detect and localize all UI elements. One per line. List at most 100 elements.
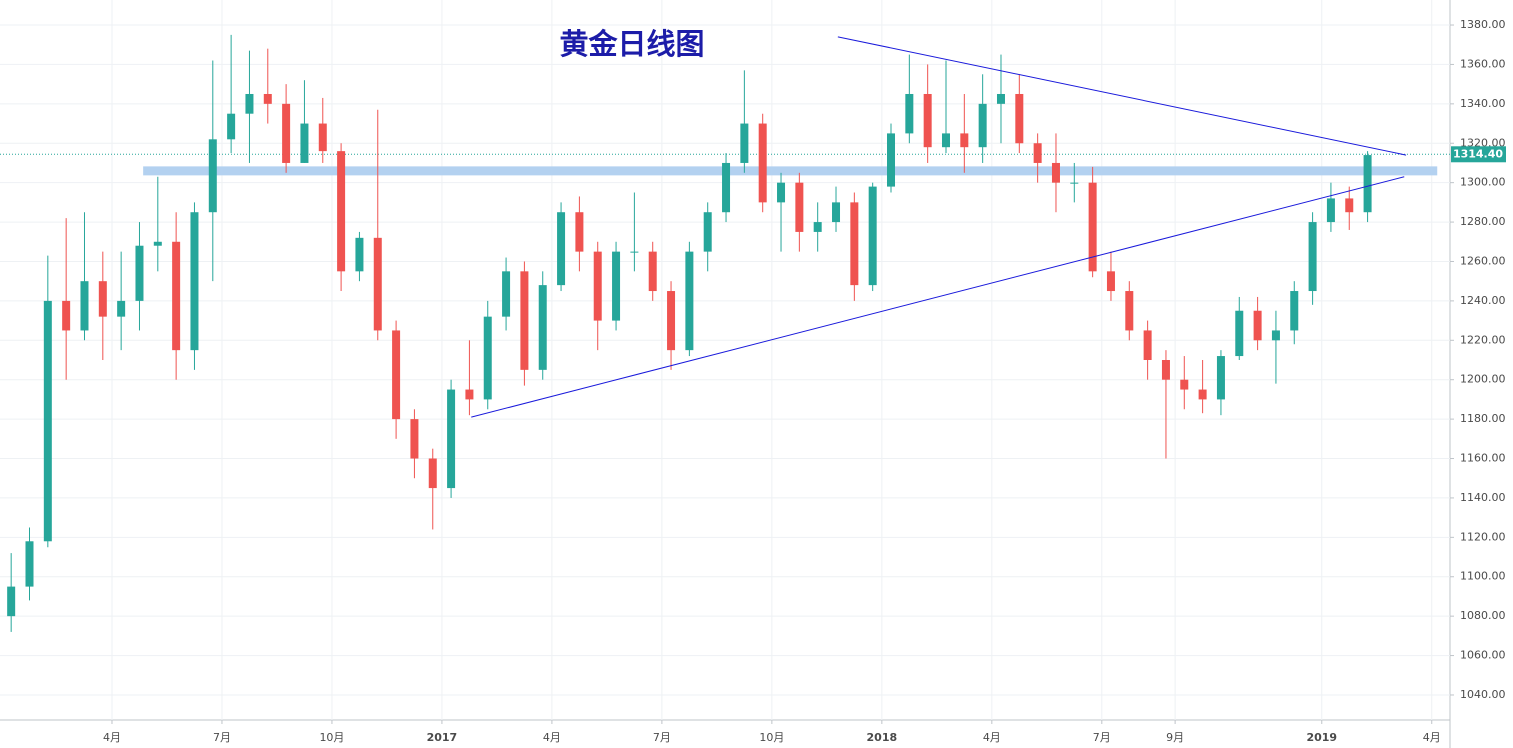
y-tick-label: 1040.00 (1460, 688, 1506, 701)
candle-body (117, 300, 126, 317)
candle-body (593, 251, 602, 321)
candle-body (1345, 198, 1354, 213)
candle-body (777, 182, 786, 203)
y-tick-label: 1060.00 (1460, 649, 1506, 662)
candle-body (190, 212, 199, 351)
candle-body (575, 212, 584, 252)
candle-body (1326, 198, 1335, 223)
candle-body (1290, 291, 1299, 331)
candle-body (557, 212, 566, 286)
candle-body (263, 93, 272, 104)
last-price-label: 1314.40 (1453, 147, 1503, 160)
candle-body (1271, 330, 1280, 341)
candle-body (1106, 271, 1115, 292)
candle-body (996, 93, 1005, 104)
y-tick-label: 1380.00 (1460, 18, 1506, 31)
last-price-box (1451, 146, 1506, 163)
candle-body (722, 162, 731, 213)
candle-body (245, 93, 254, 114)
candle-body (1363, 155, 1372, 213)
x-tick-label: 7月 (1093, 731, 1111, 744)
x-tick-label: 4月 (543, 731, 561, 744)
y-tick-label: 1080.00 (1460, 609, 1506, 622)
candle-body (758, 123, 767, 203)
y-tick-label: 1280.00 (1460, 215, 1506, 228)
y-tick-label: 1360.00 (1460, 57, 1506, 70)
candle-body (923, 93, 932, 148)
x-tick-label: 2019 (1306, 731, 1337, 744)
candle-body (887, 133, 896, 187)
candle-body (62, 300, 71, 331)
candle-body (502, 271, 511, 317)
y-tick-label: 1260.00 (1460, 254, 1506, 267)
trend-line (837, 36, 1407, 156)
x-tick-label: 7月 (653, 731, 671, 744)
candle-body (282, 103, 291, 163)
candle-body (813, 222, 822, 232)
candle-body (850, 202, 859, 286)
candle-body (978, 103, 987, 148)
y-tick-label: 1220.00 (1460, 333, 1506, 346)
candle-body (795, 182, 804, 232)
candle-body (410, 419, 419, 459)
candle-body (392, 330, 401, 420)
x-tick-label: 4月 (1423, 731, 1441, 744)
candle-body (538, 285, 547, 370)
x-tick-label: 10月 (759, 731, 784, 744)
candle-body (172, 241, 181, 351)
y-tick-label: 1140.00 (1460, 491, 1506, 504)
x-tick-label: 10月 (319, 731, 344, 744)
candle-body (135, 245, 144, 301)
candle-body (98, 281, 107, 317)
candle-body (1180, 379, 1189, 390)
candle-body (428, 458, 437, 489)
y-tick-label: 1180.00 (1460, 412, 1506, 425)
candle-body (355, 237, 364, 272)
candle-body (1051, 162, 1060, 183)
x-tick-label: 4月 (983, 731, 1001, 744)
candle-body (483, 316, 492, 400)
candle-body (685, 251, 694, 351)
candle-body (1088, 182, 1097, 272)
candle-body (960, 133, 969, 148)
x-tick-label: 2017 (427, 731, 458, 744)
y-tick-label: 1200.00 (1460, 373, 1506, 386)
candle-body (300, 123, 309, 163)
candle-body (7, 586, 16, 617)
candle-body (868, 186, 877, 286)
candle-body (318, 123, 327, 152)
candle-body (208, 139, 217, 213)
candle-body (43, 300, 52, 542)
y-tick-label: 1300.00 (1460, 176, 1506, 189)
candle-body (1143, 330, 1152, 360)
candle-body (153, 241, 162, 246)
y-tick-label: 1100.00 (1460, 570, 1506, 583)
y-tick-label: 1120.00 (1460, 530, 1506, 543)
candle-body (520, 271, 529, 370)
candle-body (1161, 360, 1170, 380)
candle-body (941, 133, 950, 148)
candle-body (1015, 93, 1024, 144)
candle-body (80, 281, 89, 331)
candle-body (1253, 310, 1262, 341)
candle-body (1033, 143, 1042, 163)
candle-body (1235, 310, 1244, 357)
candle-body (1216, 356, 1225, 400)
candle-body (465, 389, 474, 400)
candle-body (337, 151, 346, 272)
candle-body (667, 291, 676, 351)
candle-body (740, 123, 749, 163)
x-tick-label: 4月 (103, 731, 121, 744)
x-tick-label: 2018 (867, 731, 898, 744)
candle-body (1198, 389, 1207, 400)
candle-body (447, 389, 456, 489)
candle-body (25, 541, 34, 587)
y-tick-label: 1320.00 (1460, 136, 1506, 149)
candle-body (612, 251, 621, 321)
candle-body (1308, 222, 1317, 292)
candle-body (1125, 291, 1134, 331)
trend-line (471, 176, 1405, 418)
